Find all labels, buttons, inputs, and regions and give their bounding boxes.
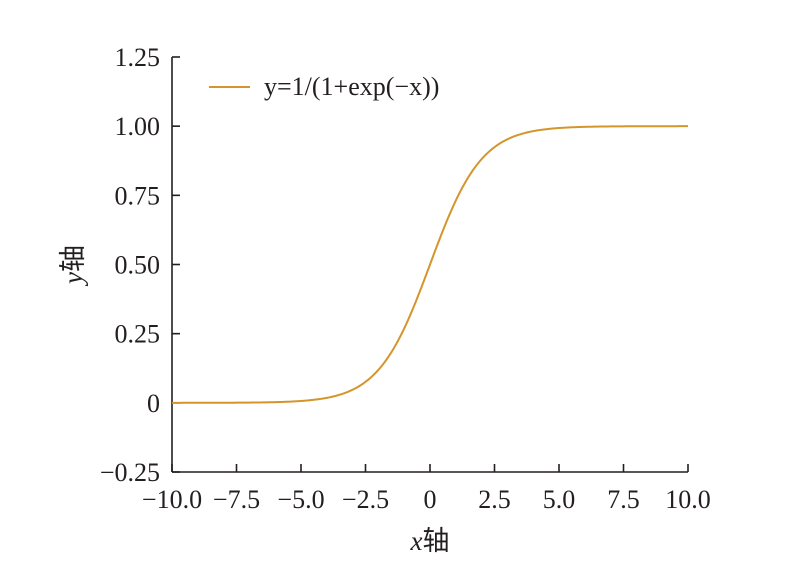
x-tick-label: −5.0 — [277, 485, 324, 514]
x-tick-label: 5.0 — [543, 485, 576, 514]
x-axis: −10.0 −7.5 −5.0 −2.5 0 2.5 5.0 7.5 10.0 — [142, 464, 711, 514]
x-tick-label: 7.5 — [607, 485, 640, 514]
x-tick-label: 10.0 — [665, 485, 711, 514]
y-tick-label: 0.50 — [115, 251, 161, 280]
series-line — [172, 125, 689, 404]
x-tick-label: −7.5 — [213, 485, 260, 514]
plot-series — [172, 125, 689, 404]
legend-label: y=1/(1+exp(−x)) — [264, 72, 439, 101]
y-tick-label: 1.25 — [115, 43, 161, 72]
x-tick-label: 2.5 — [478, 485, 511, 514]
axis-titles: x轴 y轴 — [58, 245, 449, 556]
x-axis-title: x轴 — [410, 526, 450, 556]
y-tick-label: 0 — [147, 389, 160, 418]
y-tick-label: 0.75 — [115, 181, 161, 210]
y-tick-label: 0.25 — [115, 320, 161, 349]
y-axis: −0.25 0 0.25 0.50 0.75 1.00 1.25 — [100, 43, 180, 487]
y-axis-title: y轴 — [58, 245, 88, 287]
y-tick-label: 1.00 — [115, 112, 161, 141]
x-tick-label: −2.5 — [342, 485, 389, 514]
legend: y=1/(1+exp(−x)) — [209, 72, 439, 101]
x-tick-label: 0 — [424, 485, 437, 514]
y-tick-label: −0.25 — [100, 458, 160, 487]
x-tick-label: −10.0 — [142, 485, 202, 514]
